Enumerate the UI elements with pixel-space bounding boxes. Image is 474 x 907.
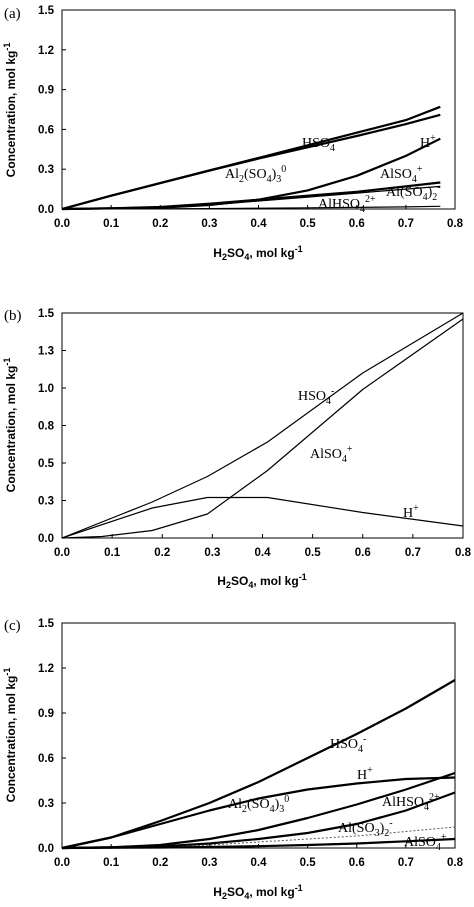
series-line-alhso42 (61, 791, 456, 850)
x-tick-label: 0.1 (103, 857, 120, 869)
y-axis-title-a: Concentration, mol kg-1 (2, 43, 18, 178)
species-label-also3-c: Al(SO3)2- (338, 818, 393, 839)
y-tick-label: 0.9 (38, 708, 54, 720)
y-tick-label: 0.5 (38, 458, 55, 470)
x-tick-label: 0.4 (251, 857, 268, 869)
series-line-al-so4-2 (61, 826, 456, 849)
series-line-h (61, 776, 456, 850)
y-axis-title-b: Concentration, mol kg-1 (2, 358, 18, 493)
series-group-a (61, 105, 441, 211)
species-label-alhso4-a: AlHSO42+ (318, 194, 376, 215)
y-tick-label: 1.2 (38, 663, 54, 675)
series-group-c (61, 679, 456, 850)
x-tick-label: 0.3 (204, 547, 220, 559)
y-tick-label: 0.0 (38, 533, 54, 545)
species-label-al2so43-a: Al2(SO4)30 (225, 164, 286, 185)
x-tick-label: 0.2 (152, 857, 168, 869)
x-tick-label: 0.2 (152, 218, 168, 230)
y-tick-label: 1.3 (38, 346, 54, 358)
y-tick-label: 1.2 (38, 45, 54, 57)
species-label-hso4-c: HSO4- (330, 734, 366, 755)
y-tick-label: 0.0 (38, 204, 54, 216)
species-label-h-a: H+ (420, 133, 436, 151)
x-tick-label: 0.1 (104, 547, 121, 559)
x-tick-label: 0.0 (54, 547, 70, 559)
y-tick-label: 0.3 (38, 496, 54, 508)
x-tick-label: 0.6 (349, 218, 365, 230)
species-label-also4-c: AlSO4+ (404, 832, 447, 853)
x-tick-label: 0.4 (255, 547, 272, 559)
y-tick-label: 0.3 (38, 164, 54, 176)
y-axis-title-c: Concentration, mol kg-1 (2, 668, 18, 803)
species-label-hso4-b: HSO4- (298, 386, 334, 407)
panel-label-b: (b) (4, 308, 22, 324)
x-axis-title-c: H2SO4, mol kg-1 (213, 883, 302, 901)
y-tick-label: 1.5 (38, 618, 55, 630)
x-tick-label: 0.2 (154, 547, 170, 559)
x-tick-label: 0.8 (447, 857, 464, 869)
series-line-hso4 (61, 679, 456, 850)
plot-frame-b (61, 312, 464, 539)
y-tick-label: 0.9 (38, 85, 54, 97)
series-line-h (61, 113, 441, 211)
species-label-h-c: H+ (357, 765, 373, 783)
species-label-also4-a: AlSO4+ (380, 164, 423, 185)
series-line-alhso42 (61, 205, 441, 210)
species-label-also42-a: Al(SO4)2- (386, 182, 441, 203)
tick-group-b: 0.0 0.1 0.2 0.3 0.4 0.5 0.6 0.7 0.8 0.0 0.3 0.5 0.8 1… (38, 308, 472, 559)
x-tick-label: 0.6 (349, 857, 365, 869)
y-tick-label: 0.6 (38, 753, 54, 765)
x-tick-label: 0.4 (251, 218, 268, 230)
x-axis-title-a: H2SO4, mol kg-1 (213, 244, 302, 262)
series-line-h (61, 496, 464, 539)
species-label-al2so43-c: Al2(SO4)30 (228, 794, 289, 815)
y-tick-label: 0.0 (38, 843, 54, 855)
x-tick-label: 0.0 (54, 857, 70, 869)
panel-b: (b) 0.0 0.1 0.2 0.3 0.4 0.5 0.6 0.7 0.8 0.0 0.3 0.5… (2, 308, 472, 590)
x-tick-label: 0.6 (355, 547, 371, 559)
series-line-al-so4-2 (61, 185, 441, 210)
x-tick-label: 0.8 (455, 547, 472, 559)
y-tick-label: 0.8 (38, 421, 55, 433)
species-label-alhso4-c: AlHSO42+ (382, 792, 440, 813)
species-label-hso4-a: HSO4- (302, 133, 338, 154)
x-tick-label: 0.3 (201, 218, 217, 230)
y-tick-label: 0.3 (38, 798, 54, 810)
species-label-also4-b: AlSO4+ (310, 444, 353, 465)
series-line-also4 (61, 181, 441, 211)
series-line-also4 (61, 837, 456, 850)
tick-group-a: 0.0 0.1 0.2 0.3 0.4 0.5 0.6 0.7 0.8 0.0 0.3 0.6 0.9 1… (38, 5, 464, 230)
x-tick-label: 0.1 (103, 218, 120, 230)
series-line-hso4 (61, 312, 464, 539)
x-tick-label: 0.7 (398, 218, 414, 230)
x-tick-label: 0.0 (54, 218, 70, 230)
panel-c: (c) 0.0 0.1 0.2 0.3 0.4 0.5 0.6 0.7 0.8 0.0 0.3 0.6… (2, 618, 464, 901)
x-tick-label: 0.5 (305, 547, 322, 559)
x-tick-label: 0.5 (300, 218, 317, 230)
species-label-h-b: H+ (403, 503, 419, 521)
x-tick-label: 0.7 (398, 857, 414, 869)
series-group-b (61, 312, 464, 539)
y-tick-label: 1.5 (38, 308, 55, 320)
y-tick-label: 1.0 (38, 383, 54, 395)
x-tick-label: 0.5 (300, 857, 317, 869)
y-tick-label: 1.5 (38, 5, 55, 17)
x-tick-label: 0.8 (447, 218, 464, 230)
y-tick-label: 0.6 (38, 124, 54, 136)
x-tick-label: 0.7 (405, 547, 421, 559)
tick-group-c: 0.0 0.1 0.2 0.3 0.4 0.5 0.6 0.7 0.8 0.0 0.3 0.6 0.9 1… (38, 618, 464, 869)
x-tick-label: 0.3 (201, 857, 217, 869)
panel-a: (a) 0.0 0.1 0.2 0.3 0.4 0.5 0.6 0.7 0.8 0.0 0.3 0.6… (2, 5, 464, 262)
series-line-also4 (61, 318, 464, 539)
panel-label-a: (a) (4, 6, 21, 22)
panel-label-c: (c) (4, 618, 21, 634)
x-axis-title-b: H2SO4, mol kg-1 (217, 572, 306, 590)
